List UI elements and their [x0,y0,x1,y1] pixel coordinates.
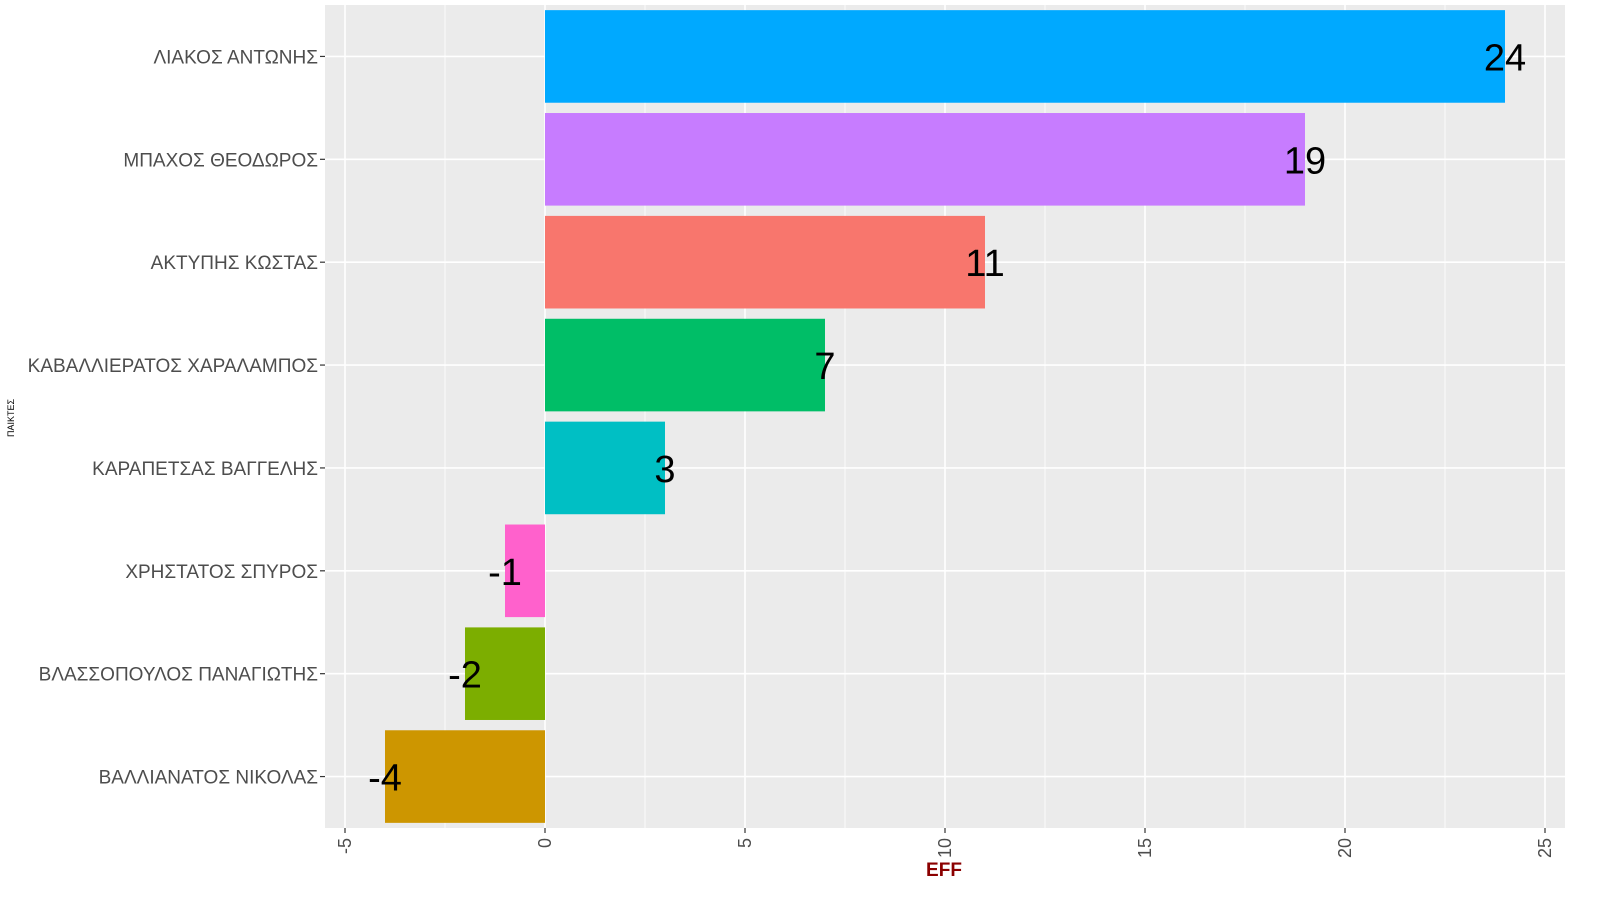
bar [465,627,545,720]
bars [385,10,1505,823]
category-label: ΚΑΒΑΛΛΙΕΡΑΤΟΣ ΧΑΡΑΛΑΜΠΟΣ [28,356,318,377]
bar-value-label: 24 [1484,37,1526,79]
category-label: ΒΑΛΛΙΑΝΑΤΟΣ ΝΙΚΟΛΑΣ [99,768,318,789]
bar-value-label: 19 [1284,140,1326,182]
bar [545,318,825,412]
category-label: ΒΛΑΣΣΟΠΟΥΛΟΣ ΠΑΝΑΓΙΩΤΗΣ [39,665,318,686]
category-label: ΜΠΑΧΟΣ ΘΕΟΔΩΡΟΣ [123,150,318,171]
bar [385,730,545,823]
value-axis: -5 0 5 10 15 20 25 [335,828,1555,858]
x-tick-label: -5 [335,838,355,854]
bar [545,215,985,309]
bar [545,10,1505,103]
x-tick-label: 5 [735,838,755,848]
category-axis: ΛΙΑΚΟΣ ΑΝΤΩΝΗΣ ΜΠΑΧΟΣ ΘΕΟΔΩΡΟΣ ΑΚΤΥΠΗΣ ΚΩΣ… [28,47,325,789]
x-tick-label: 10 [935,838,955,858]
value-labels: 24 19 11 7 3 -1 -2 -4 [368,37,1526,799]
bar [545,421,665,515]
category-label: ΧΡΗΣΤΑΤΟΣ ΣΠΥΡΟΣ [125,562,318,583]
category-label: ΑΚΤΥΠΗΣ ΚΩΣΤΑΣ [151,253,318,274]
bar-value-label: 3 [654,449,675,491]
x-tick-label: 20 [1335,838,1355,858]
bar-value-label: -4 [368,758,402,800]
x-tick-label: 25 [1535,838,1555,858]
bar-value-label: 11 [965,243,1004,285]
bar-value-label: 7 [814,346,835,388]
category-label: ΚΑΡΑΠΕΤΣΑΣ ΒΑΓΓΕΛΗΣ [92,459,318,480]
x-axis-title: EFF [926,860,962,881]
bar-value-label: -1 [488,552,522,594]
bar-value-label: -2 [448,655,482,697]
bar [505,524,545,618]
x-tick-label: 0 [535,838,555,848]
category-label: ΛΙΑΚΟΣ ΑΝΤΩΝΗΣ [153,47,318,68]
bar [545,113,1305,206]
y-axis-title: ΠΑΙΚΤΕΣ [6,399,16,438]
x-tick-label: 15 [1135,838,1155,858]
